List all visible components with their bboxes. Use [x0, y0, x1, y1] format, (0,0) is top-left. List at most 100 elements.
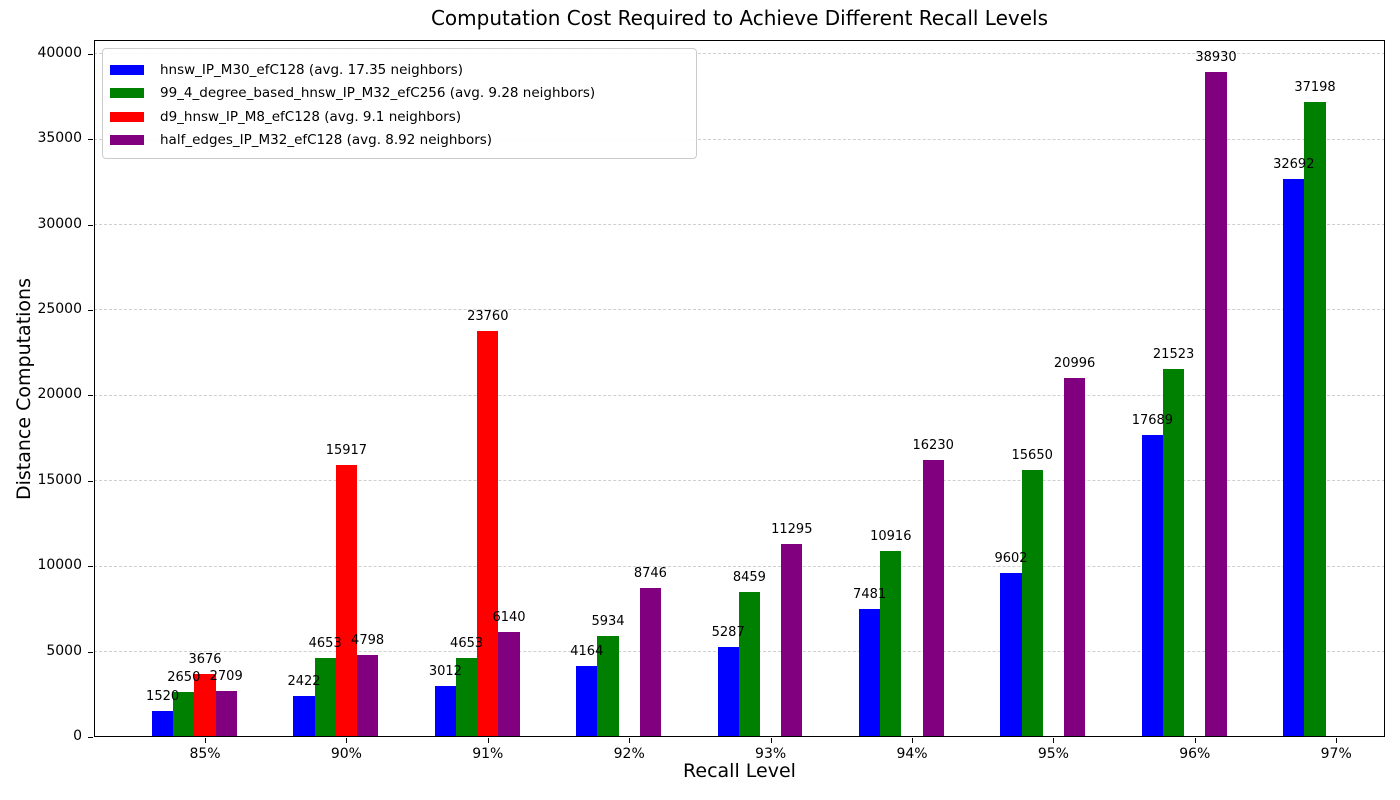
y-tick-mark: [88, 309, 93, 311]
bar-half_edges_IP_M32_efC128-85%: [215, 690, 237, 737]
x-tick-label: 93%: [755, 746, 787, 762]
x-tick-mark: [912, 738, 913, 743]
legend-label: d9_hnsw_IP_M8_efC128 (avg. 9.1 neighbors…: [160, 108, 462, 125]
bar-half_edges_IP_M32_efC128-94%: [922, 459, 944, 737]
bar-value-label: 6140: [492, 610, 526, 626]
x-tick-mark: [1336, 738, 1338, 743]
bar-99_4_degree_based_hnsw_IP_M32_efC256-95%: [1021, 469, 1043, 737]
x-tick-label: 95%: [1037, 746, 1069, 762]
x-tick-mark: [346, 738, 348, 743]
legend-swatch-icon: [110, 111, 144, 122]
x-tick-mark: [487, 738, 489, 743]
y-tick-label: 0: [73, 728, 82, 744]
bar-value-label: 17689: [1131, 412, 1174, 428]
y-tick-mark: [88, 737, 93, 738]
bar-value-label: 8459: [732, 570, 766, 586]
y-tick-label: 40000: [37, 44, 82, 61]
bar-value-label: 9602: [994, 550, 1028, 566]
bar-value-label: 4164: [570, 643, 604, 659]
bar-hnsw_IP_M30_efC128-96%: [1141, 434, 1163, 737]
x-tick-mark: [629, 738, 631, 743]
bar-value-label: 2422: [287, 673, 321, 689]
legend-label: half_edges_IP_M32_efC128 (avg. 8.92 neig…: [160, 132, 493, 149]
bar-value-label: 32692: [1273, 156, 1315, 172]
bar-hnsw_IP_M30_efC128-94%: [859, 609, 881, 737]
x-tick-mark: [1053, 738, 1055, 743]
y-tick-label: 5000: [46, 642, 82, 659]
bar-value-label: 2650: [167, 669, 201, 685]
bar-99_4_degree_based_hnsw_IP_M32_efC256-97%: [1304, 101, 1326, 737]
legend-item: half_edges_IP_M32_efC128 (avg. 8.92 neig…: [110, 129, 684, 153]
bar-99_4_degree_based_hnsw_IP_M32_efC256-93%: [738, 592, 760, 737]
gridline: [94, 224, 1385, 225]
y-tick-label: 30000: [37, 215, 82, 232]
bar-d9_hnsw_IP_M8_efC128-90%: [335, 465, 357, 737]
y-tick-mark: [88, 224, 93, 226]
bar-value-label: 38930: [1195, 49, 1237, 65]
bar-value-label: 15917: [325, 443, 368, 459]
legend-swatch-icon: [110, 88, 144, 99]
bar-value-label: 4798: [351, 633, 385, 649]
y-tick-mark: [88, 53, 93, 55]
x-tick-label: 90%: [330, 746, 362, 762]
bar-value-label: 21523: [1152, 347, 1195, 363]
bar-value-label: 16230: [912, 437, 954, 453]
x-tick-label: 85%: [189, 746, 221, 762]
chart-title: Computation Cost Required to Achieve Dif…: [430, 6, 1049, 30]
bar-hnsw_IP_M30_efC128-90%: [293, 695, 315, 737]
legend-swatch-icon: [110, 64, 144, 75]
gridline: [94, 309, 1385, 311]
bar-value-label: 7481: [853, 587, 887, 603]
bar-hnsw_IP_M30_efC128-85%: [152, 711, 174, 737]
gridline: [94, 565, 1385, 567]
bar-99_4_degree_based_hnsw_IP_M32_efC256-85%: [173, 691, 195, 737]
y-tick-label: 25000: [37, 300, 82, 317]
bar-value-label: 3012: [428, 663, 462, 679]
legend-label: hnsw_IP_M30_efC128 (avg. 17.35 neighbors…: [160, 61, 463, 78]
x-tick-label: 92%: [613, 746, 645, 762]
bar-half_edges_IP_M32_efC128-91%: [498, 632, 520, 737]
y-tick-label: 35000: [37, 130, 82, 147]
gridline: [94, 53, 1385, 55]
bar-99_4_degree_based_hnsw_IP_M32_efC256-91%: [456, 657, 478, 737]
bar-half_edges_IP_M32_efC128-92%: [639, 587, 661, 737]
bar-value-label: 3676: [188, 652, 222, 668]
bar-value-label: 15650: [1011, 447, 1053, 463]
x-tick-mark: [205, 738, 206, 743]
y-tick-label: 15000: [37, 471, 82, 488]
gridline: [94, 480, 1385, 482]
bar-value-label: 10916: [870, 528, 912, 544]
bar-99_4_degree_based_hnsw_IP_M32_efC256-92%: [597, 635, 619, 737]
x-tick-label: 91%: [472, 746, 504, 762]
bar-hnsw_IP_M30_efC128-97%: [1283, 178, 1305, 737]
bar-value-label: 4653: [308, 635, 342, 651]
bar-value-label: 8746: [633, 565, 667, 581]
bar-value-label: 5934: [591, 613, 625, 629]
legend-item: d9_hnsw_IP_M8_efC128 (avg. 9.1 neighbors…: [110, 105, 684, 129]
bar-hnsw_IP_M30_efC128-91%: [434, 685, 456, 737]
x-tick-label: 97%: [1320, 746, 1352, 762]
legend: hnsw_IP_M30_efC128 (avg. 17.35 neighbors…: [102, 48, 697, 159]
bar-value-label: 37198: [1294, 79, 1336, 95]
bar-value-label: 4653: [450, 635, 484, 651]
gridline: [94, 138, 1385, 140]
bar-value-label: 11295: [771, 522, 813, 538]
bar-99_4_degree_based_hnsw_IP_M32_efC256-96%: [1163, 369, 1185, 737]
y-tick-mark: [88, 139, 93, 141]
x-tick-mark: [770, 738, 772, 743]
bar-d9_hnsw_IP_M8_efC128-85%: [194, 674, 216, 737]
x-tick-label: 94%: [896, 746, 928, 762]
y-tick-mark: [88, 651, 93, 653]
y-tick-mark: [88, 566, 93, 568]
bar-half_edges_IP_M32_efC128-96%: [1205, 71, 1227, 737]
x-tick-mark: [1194, 738, 1196, 743]
legend-label: 99_4_degree_based_hnsw_IP_M32_efC256 (av…: [160, 85, 596, 102]
bar-value-label: 5287: [711, 624, 745, 640]
bar-value-label: 20996: [1053, 356, 1096, 372]
legend-swatch-icon: [110, 135, 144, 146]
bar-d9_hnsw_IP_M8_efC128-91%: [477, 331, 499, 737]
bar-value-label: 1520: [146, 689, 180, 705]
legend-item: hnsw_IP_M30_efC128 (avg. 17.35 neighbors…: [110, 58, 684, 82]
bar-half_edges_IP_M32_efC128-93%: [781, 544, 803, 737]
